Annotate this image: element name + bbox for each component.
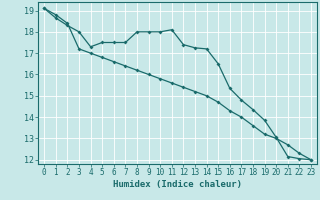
X-axis label: Humidex (Indice chaleur): Humidex (Indice chaleur) (113, 180, 242, 189)
